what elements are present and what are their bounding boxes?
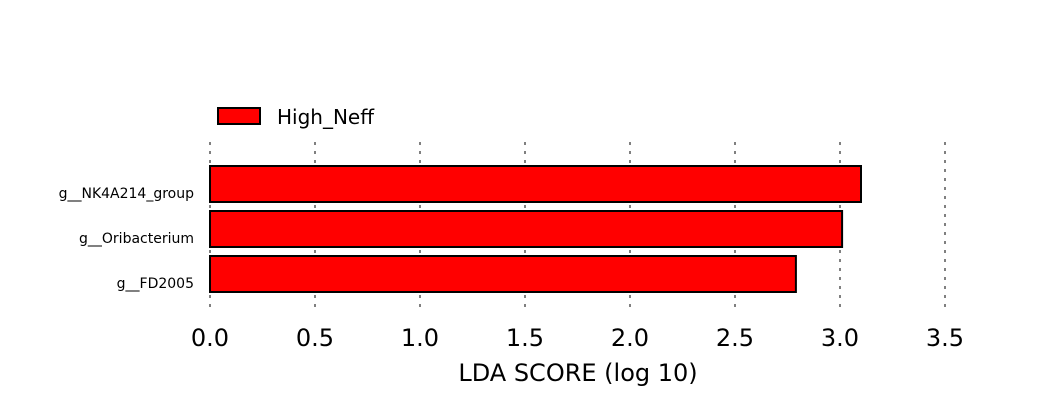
x-tick-label: 1.5 bbox=[506, 324, 544, 352]
x-tick-label: 0.0 bbox=[191, 324, 229, 352]
x-tick-labels: 0.0 0.5 1.0 1.5 2.0 2.5 3.0 3.5 bbox=[191, 324, 964, 352]
x-axis-label: LDA SCORE (log 10) bbox=[458, 359, 697, 387]
category-label: g__FD2005 bbox=[117, 276, 194, 292]
legend-swatch bbox=[217, 107, 261, 125]
x-tick-label: 0.5 bbox=[296, 324, 334, 352]
legend-label: High_Neff bbox=[277, 105, 375, 129]
x-tick-label: 2.5 bbox=[716, 324, 754, 352]
bar bbox=[209, 165, 862, 203]
category-label: g__Oribacterium bbox=[79, 231, 194, 247]
x-tick-label: 2.0 bbox=[611, 324, 649, 352]
x-tick-label: 1.0 bbox=[401, 324, 439, 352]
bars bbox=[209, 165, 862, 293]
bar bbox=[209, 255, 797, 293]
category-label: g__NK4A214_group bbox=[59, 186, 195, 202]
x-tick-label: 3.0 bbox=[821, 324, 859, 352]
x-tick-label: 3.5 bbox=[926, 324, 964, 352]
category-labels: g__NK4A214_group g__Oribacterium g__FD2005 bbox=[59, 186, 195, 292]
bar bbox=[209, 210, 844, 248]
legend: High_Neff bbox=[217, 105, 375, 129]
